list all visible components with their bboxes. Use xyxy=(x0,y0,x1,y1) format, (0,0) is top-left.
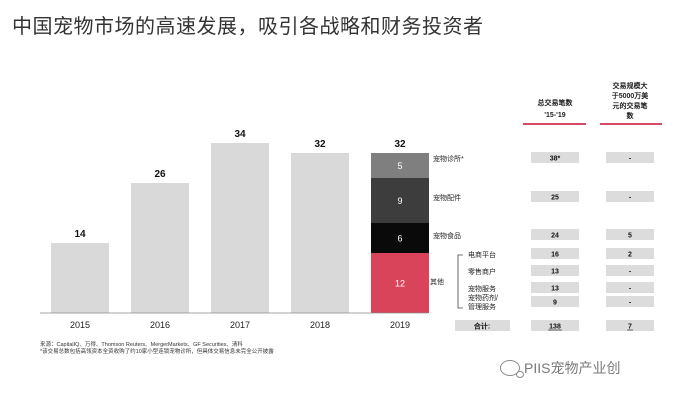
table-cell: 2 xyxy=(628,252,632,259)
stack-segment-2 xyxy=(371,178,429,223)
table-cell: - xyxy=(629,195,632,202)
x-tick-2019: 2019 xyxy=(390,320,410,330)
table-cell-bg xyxy=(531,320,579,331)
table-col2-header-line4: 数 xyxy=(627,111,635,120)
bar-chart: 14 26 34 32 32 12 6 9 5 2015 2016 2017 2018 2019 总交… xyxy=(40,81,662,331)
table-cell: - xyxy=(629,269,632,276)
table-cell-bg xyxy=(606,320,654,331)
stack-segment-label-0: 12 xyxy=(395,279,405,289)
table-cell-bg xyxy=(606,296,654,307)
table-cell-bg xyxy=(606,191,654,202)
wechat-icon xyxy=(500,360,524,378)
table-other-label: 其他 xyxy=(430,277,444,286)
stack-segment-label-1: 6 xyxy=(397,234,402,244)
stack-segment-label-2: 9 xyxy=(397,196,402,206)
stacked-bar-2019: 12 6 9 5 xyxy=(371,153,429,313)
data-table: 宠物诊所* 38* - 宠物配件 25 - 宠物食品 24 5 其他 电商平台 16 2 零售商户 13 - 宠… xyxy=(430,152,654,331)
bar-value-label-2015: 14 xyxy=(74,229,86,240)
page-title: 中国宠物市场的高速发展，吸引各战略和财务投资者 xyxy=(12,16,484,38)
table-cell: 24 xyxy=(551,233,559,240)
table-cell-bg xyxy=(606,248,654,259)
table-col2-header-line1: 交易规模大 xyxy=(613,81,648,90)
table-cell-bg xyxy=(606,229,654,240)
bar-2016 xyxy=(131,183,189,313)
total-label: 合计: xyxy=(473,322,490,331)
table-cell-bg xyxy=(531,191,579,202)
x-tick-2016: 2016 xyxy=(150,320,170,330)
table-cell-bg xyxy=(606,152,654,163)
source-note: 来源：CapitalIQ、万得、Thomson Reuters、MergerMa… xyxy=(40,342,370,356)
other-bracket xyxy=(457,254,463,309)
table-subrow-label: 宠物服务 xyxy=(468,284,496,293)
bars-group: 14 26 34 32 32 xyxy=(51,129,406,313)
x-tick-2015: 2015 xyxy=(70,320,90,330)
table-row-label: 宠物配件 xyxy=(433,193,461,202)
bar-value-label-2019: 32 xyxy=(394,139,406,150)
table-col1-header-line1: 总交易笔数 xyxy=(538,98,574,107)
x-tick-labels: 2015 2016 2017 2018 2019 xyxy=(70,320,410,330)
stack-segment-3 xyxy=(371,153,429,178)
table-cell: 13 xyxy=(551,286,559,293)
table-subrow-label: 电商平台 xyxy=(468,250,496,259)
table-cell: 16 xyxy=(551,252,559,259)
table-cell: 13 xyxy=(551,269,559,276)
watermark: PIIS宠物产业创 xyxy=(500,358,620,378)
table-cell-bg xyxy=(531,282,579,293)
table-cell-bg xyxy=(531,265,579,276)
table-cell: 138 xyxy=(549,324,561,331)
table-cell-bg xyxy=(531,229,579,240)
bar-value-label-2016: 26 xyxy=(154,169,166,180)
table-cell: - xyxy=(629,286,632,293)
bar-2018 xyxy=(291,153,349,313)
table-cell: 25 xyxy=(551,195,559,202)
table-cell: 38* xyxy=(550,156,561,163)
table-cell: - xyxy=(629,300,632,307)
x-tick-2018: 2018 xyxy=(310,320,330,330)
stack-segment-1 xyxy=(371,223,429,253)
table-cell-bg xyxy=(531,152,579,163)
bar-value-label-2017: 34 xyxy=(234,129,246,140)
table-col2-header-line3: 元的交易笔 xyxy=(613,101,648,110)
table-row-label: 宠物食品 xyxy=(433,231,461,240)
table-row-label: 宠物诊所* xyxy=(433,154,464,163)
table-subrow-label: 零售商户 xyxy=(468,267,496,276)
table-col1-header-line2: '15-'19 xyxy=(544,112,565,119)
table-cell-bg xyxy=(531,248,579,259)
table-cell: 9 xyxy=(553,300,557,307)
watermark-text: PIIS宠物产业创 xyxy=(524,360,621,376)
source-line-2: *该交易总数包括高瓴资本全资收购了约10家小型连锁宠物诊所，但具体交易信息未完全… xyxy=(40,349,274,355)
table-subrow-label: 宠物药剂/管理服务 xyxy=(468,293,498,311)
table-col2-header-line2: 于5000万美 xyxy=(612,91,650,100)
table-cell: - xyxy=(629,156,632,163)
x-tick-2017: 2017 xyxy=(230,320,250,330)
total-label-bg xyxy=(455,320,510,331)
bar-2015 xyxy=(51,243,109,313)
bar-value-label-2018: 32 xyxy=(314,139,326,150)
table-cell: 5 xyxy=(628,233,632,240)
table-cell-bg xyxy=(606,282,654,293)
table-cell-bg xyxy=(606,265,654,276)
source-line-1: 来源：CapitalIQ、万得、Thomson Reuters、MergerMa… xyxy=(40,342,243,348)
table-cell-bg xyxy=(531,296,579,307)
bar-2017 xyxy=(211,143,269,313)
stack-segment-label-3: 5 xyxy=(397,161,402,171)
table-cell: 7 xyxy=(628,324,632,331)
stack-segment-0 xyxy=(371,253,429,313)
